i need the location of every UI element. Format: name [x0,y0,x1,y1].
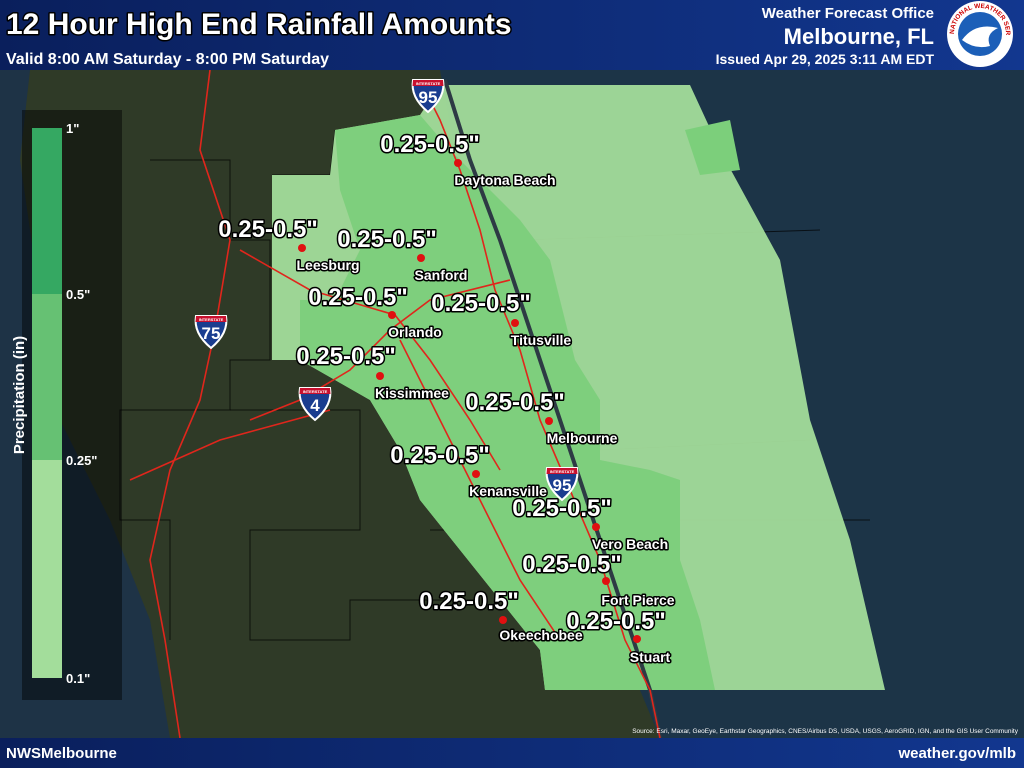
shield-body [545,467,579,502]
rain-amount: 0.25-0.5" [390,442,489,469]
rain-amount: 0.25-0.5" [380,131,479,158]
shield-top [299,388,331,394]
office: Weather Forecast Office [762,5,934,22]
city-name: Fort Pierce [601,592,674,608]
city-name: Titusville [511,332,572,348]
rain-amount: 0.25-0.5" [218,216,317,243]
city-name: Sanford [415,267,468,283]
city-dot [454,159,462,167]
shield-label: INTERSTATE [550,469,575,474]
source: Source: Esri, Maxar, GeoEye, Earthstar G… [632,728,1019,735]
city-dot [417,254,425,262]
legend-tick: 0.5" [66,287,90,302]
shield-top [195,316,227,322]
shield-top [546,468,578,474]
shield-label: INTERSTATE [416,81,441,86]
city-name: Vero Beach [592,536,668,552]
footer-right: weather.gov/mlb [897,745,1016,762]
interstate-shield: INTERSTATE 75 [194,315,228,350]
rain-amount: 0.25-0.5" [566,608,665,635]
shield-number: 4 [310,396,320,415]
rain-amount: 0.25-0.5" [522,551,621,578]
footer-left: NWSMelbourne [6,745,117,762]
city-name: Kissimmee [375,385,449,401]
legend-swatch [32,460,62,678]
city-name: Kenansville [469,483,547,499]
legend-title: Precipitation (in) [11,336,28,454]
legend-tick: 1" [66,121,79,136]
shield-body [411,79,445,114]
city-dot [602,577,610,585]
legend-tick: 0.1" [66,671,90,686]
footer-bar [0,738,1024,768]
city-name: Leesburg [296,257,359,273]
rain-amount: 0.25-0.5" [431,290,530,317]
places: Daytona Beach 0.25-0.5" Leesburg 0.25-0.5" S… [217,130,677,667]
shield-label: INTERSTATE [303,389,328,394]
shield-top [412,80,444,86]
legend-swatch [32,128,62,294]
legend-tick: 0.25" [66,453,97,468]
rain-amount: 0.25-0.5" [512,495,611,522]
shield-body [298,387,332,422]
shield-number: 95 [553,476,572,495]
city-name: Stuart [630,649,671,665]
city-dot [499,616,507,624]
city-name: Daytona Beach [454,172,555,188]
coastline [443,79,662,739]
interstates: INTERSTATE95INTERSTATE75INTERSTATE4INTER… [194,79,579,502]
shield-number: 95 [419,88,438,107]
city-dot [298,244,306,252]
city-dot [376,372,384,380]
rain-amount: 0.25-0.5" [296,343,395,370]
header-bar [0,0,1024,70]
city-name: Orlando [388,324,442,340]
interstate-shield: INTERSTATE 4 [298,387,332,422]
city-dot [388,311,396,319]
shield-number: 75 [202,324,221,343]
rain-amount: 0.25-0.5" [337,226,436,253]
legend: 1" 0.5" 0.25" 0.1" [32,121,97,686]
rain-amount: 0.25-0.5" [419,588,518,615]
location: Melbourne, FL [784,24,934,49]
interstate-shield: INTERSTATE 95 [411,79,445,114]
city-dot [545,417,553,425]
rain-amount: 0.25-0.5" [308,284,407,311]
rain-amount: 0.25-0.5" [465,389,564,416]
rain-area-patch [685,120,740,175]
city-dot [472,470,480,478]
city-dot [592,523,600,531]
issued: Issued Apr 29, 2025 3:11 AM EDT [716,51,935,67]
city-dot [633,635,641,643]
shield-label: INTERSTATE [199,317,224,322]
shield-body [194,315,228,350]
interstate-shield: INTERSTATE 95 [545,467,579,502]
city-name: Okeechobee [499,627,582,643]
title: 12 Hour High End Rainfall Amounts [6,8,512,41]
city-name: Melbourne [547,430,618,446]
city-dot [511,319,519,327]
subtitle: Valid 8:00 AM Saturday - 8:00 PM Saturda… [6,51,329,68]
rain-area-mid [300,115,715,690]
legend-swatch [32,294,62,460]
